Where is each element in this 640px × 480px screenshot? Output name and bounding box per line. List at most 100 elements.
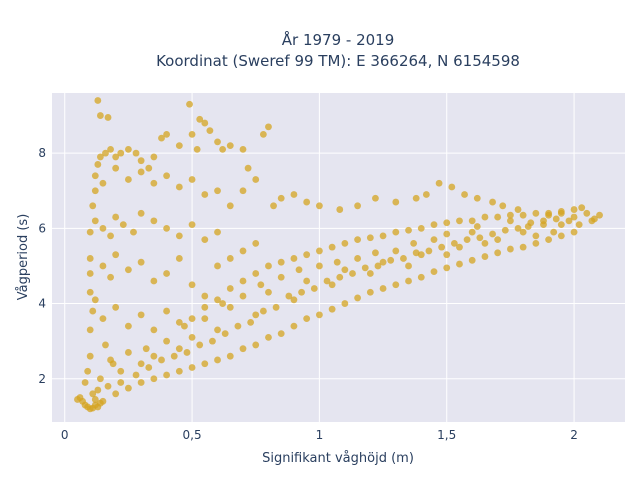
data-point xyxy=(214,228,221,236)
data-point xyxy=(265,288,272,296)
data-point xyxy=(163,130,171,138)
data-point xyxy=(86,352,94,360)
data-point xyxy=(201,292,209,300)
y-tick-label: 4 xyxy=(38,297,46,311)
data-point xyxy=(328,305,336,313)
data-point xyxy=(257,281,265,289)
data-point xyxy=(219,300,227,307)
data-point xyxy=(570,228,578,236)
data-point xyxy=(137,209,145,217)
data-point xyxy=(290,322,298,330)
y-tick-label: 6 xyxy=(38,221,46,235)
data-point xyxy=(175,183,183,191)
data-point xyxy=(341,300,349,307)
data-point xyxy=(196,115,204,123)
data-point xyxy=(270,202,277,210)
data-point xyxy=(170,352,178,360)
data-point xyxy=(494,213,502,221)
data-point xyxy=(405,277,412,285)
data-point xyxy=(443,230,451,238)
data-point xyxy=(81,379,89,386)
data-point xyxy=(507,211,514,219)
data-point xyxy=(252,176,260,183)
data-point xyxy=(175,232,183,240)
data-point xyxy=(265,262,272,270)
data-point xyxy=(150,179,158,187)
data-point xyxy=(91,187,99,195)
data-point xyxy=(430,221,438,229)
data-point xyxy=(188,334,196,341)
data-point xyxy=(181,322,188,330)
data-point xyxy=(175,142,183,150)
data-point xyxy=(137,258,145,266)
data-point xyxy=(102,341,109,349)
data-point xyxy=(214,356,221,364)
y-axis-title: Vågperiod (s) xyxy=(16,214,31,301)
data-point xyxy=(239,292,247,300)
data-point xyxy=(124,384,132,392)
data-point xyxy=(545,211,552,219)
data-point xyxy=(132,149,140,157)
data-point xyxy=(84,367,92,375)
data-point xyxy=(456,217,463,225)
data-point xyxy=(405,262,412,270)
data-point xyxy=(163,371,171,379)
data-point xyxy=(137,157,145,165)
grid-lines xyxy=(52,93,625,422)
data-point xyxy=(473,223,481,230)
data-point xyxy=(430,236,438,244)
data-point xyxy=(226,142,234,150)
data-point xyxy=(150,277,158,285)
data-point xyxy=(575,221,583,229)
x-tick-label: 0,5 xyxy=(183,428,202,442)
data-point xyxy=(150,352,158,360)
data-point xyxy=(214,138,221,146)
data-point xyxy=(239,146,247,153)
data-point xyxy=(303,198,311,206)
data-point xyxy=(130,228,137,236)
data-point xyxy=(86,288,94,296)
data-point xyxy=(392,281,400,289)
data-point xyxy=(476,234,484,242)
data-point xyxy=(557,209,565,217)
data-point xyxy=(448,183,456,191)
data-point xyxy=(214,187,221,195)
chart-title-line-1: År 1979 - 2019 xyxy=(282,30,395,49)
data-point xyxy=(150,326,158,334)
data-point xyxy=(196,341,204,349)
data-point xyxy=(252,270,260,277)
data-point xyxy=(366,234,374,242)
data-point xyxy=(86,270,94,277)
data-point xyxy=(259,307,267,315)
data-point xyxy=(265,123,272,131)
data-point xyxy=(107,273,114,281)
data-point xyxy=(550,228,558,236)
data-point xyxy=(137,379,145,386)
data-point xyxy=(341,266,349,274)
data-point xyxy=(137,360,145,368)
data-point xyxy=(117,379,125,386)
data-point xyxy=(145,364,153,371)
data-point xyxy=(328,243,336,251)
data-point xyxy=(557,232,565,240)
data-point xyxy=(303,315,311,322)
data-point xyxy=(89,390,97,398)
data-point xyxy=(175,367,183,375)
data-point xyxy=(109,360,117,368)
data-point xyxy=(163,307,171,315)
data-point xyxy=(86,255,94,262)
data-point xyxy=(527,219,535,227)
data-point xyxy=(277,258,285,266)
data-point xyxy=(124,176,132,183)
data-point xyxy=(557,221,565,229)
data-point xyxy=(570,213,578,221)
data-point xyxy=(412,249,420,257)
data-point xyxy=(201,191,209,198)
data-point xyxy=(596,211,603,219)
data-point xyxy=(137,311,145,319)
data-point xyxy=(565,217,573,225)
data-point xyxy=(188,364,196,371)
data-point xyxy=(226,255,234,262)
data-point xyxy=(277,330,285,338)
data-point xyxy=(379,232,387,240)
